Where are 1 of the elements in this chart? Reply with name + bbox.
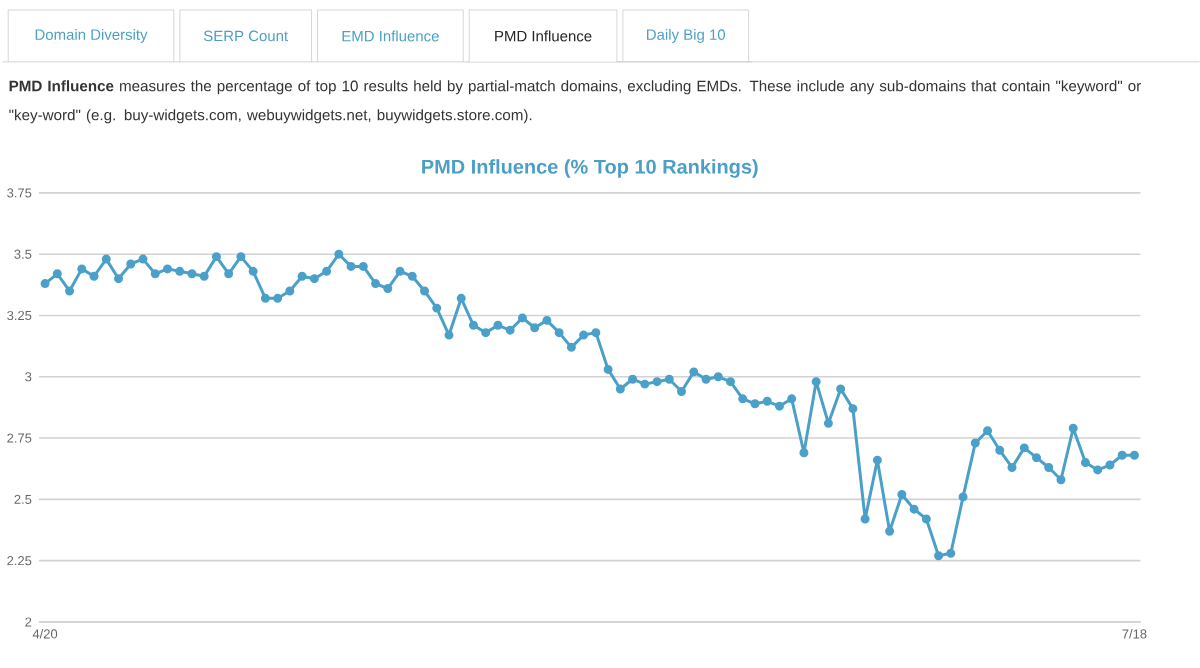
chart-title: PMD Influence (% Top 10 Rankings) (422, 158, 758, 178)
